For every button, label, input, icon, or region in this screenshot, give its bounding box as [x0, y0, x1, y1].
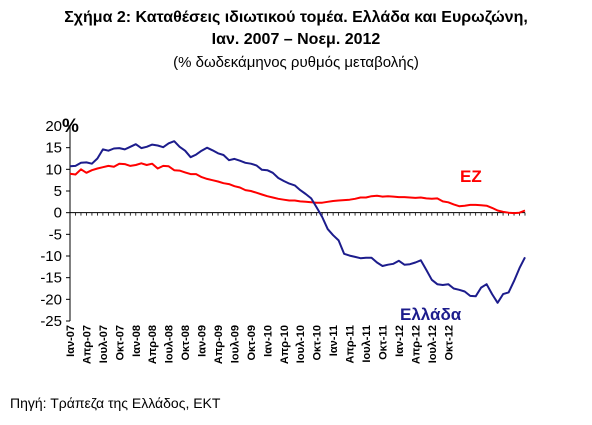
y-tick-label: -10	[40, 248, 62, 265]
y-tick-label: -15	[40, 270, 62, 287]
x-tick-label: Απρ-09	[213, 325, 225, 364]
series-label-eurozone: ΕΖ	[460, 167, 482, 186]
x-tick-label: Οκτ-08	[180, 325, 192, 361]
y-tick-label: -20	[40, 291, 62, 308]
chart-title-line2: Ιαν. 2007 – Νοεμ. 2012	[211, 31, 381, 48]
y-tick-label: 10	[45, 161, 62, 178]
chart-title-line1: Σχήμα 2: Καταθέσεις ιδιωτικού τομέα. Ελλ…	[64, 9, 528, 26]
x-tick-label: Ιουλ-12	[427, 325, 439, 363]
x-tick-label: Ιουλ-09	[229, 325, 241, 363]
chart-subtitle: (% δωδεκάμηνος ρυθμός μεταβολής)	[173, 54, 419, 71]
x-tick-label: Ιαν-12	[394, 325, 406, 357]
x-tick-label: Απρ-08	[147, 325, 159, 364]
y-tick-label: 20	[45, 118, 62, 135]
x-tick-label: Ιουλ-08	[164, 325, 176, 363]
x-tick-label: Ιαν-07	[65, 325, 77, 357]
x-tick-label: Απρ-11	[345, 325, 357, 363]
x-tick-label: Ιαν-09	[197, 325, 209, 357]
x-tick-label: Οκτ-11	[377, 325, 389, 360]
x-tick-label: Ιουλ-10	[295, 325, 307, 363]
series-label-greece: Ελλάδα	[400, 305, 462, 324]
x-tick-label: Οκτ-09	[246, 325, 258, 361]
y-tick-label: -25	[40, 313, 62, 330]
x-tick-label: Οκτ-10	[312, 325, 324, 361]
series-line-eurozone	[69, 162, 526, 215]
x-tick-label: Απρ-07	[81, 325, 93, 364]
x-tick-label: Ιαν-08	[131, 325, 143, 357]
x-tick-label: Απρ-12	[410, 325, 422, 364]
x-tick-label: Ιαν-10	[262, 325, 274, 357]
x-tick-label: Ιαν-11	[328, 325, 340, 356]
y-tick-label: -5	[49, 226, 62, 243]
y-axis-unit-label: %	[62, 116, 79, 137]
y-tick-label: 0	[54, 205, 62, 222]
x-tick-label: Οκτ-07	[114, 325, 126, 361]
x-tick-label: Ιουλ-11	[361, 325, 373, 363]
y-tick-label: 5	[54, 183, 62, 200]
x-tick-label: Απρ-10	[279, 325, 291, 364]
series-line-greece	[69, 140, 526, 304]
x-tick-label: Οκτ-12	[443, 325, 455, 361]
x-tick-label: Ιουλ-07	[98, 325, 110, 363]
y-tick-label: 15	[45, 140, 62, 157]
source-note: Πηγή: Τράπεζα της Ελλάδος, ΕΚΤ	[10, 395, 221, 411]
